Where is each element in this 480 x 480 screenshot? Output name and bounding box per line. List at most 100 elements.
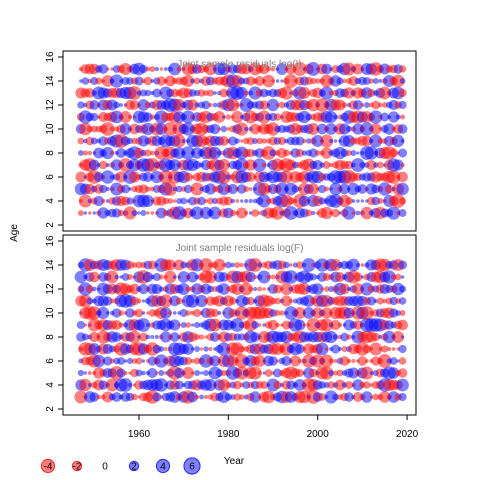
residual-bubble (133, 147, 145, 159)
residual-bubble (207, 285, 214, 293)
residual-bubble (333, 358, 338, 364)
residual-bubble (142, 171, 153, 183)
residual-bubble (151, 283, 162, 295)
residual-bubble (389, 308, 399, 318)
residual-bubble (74, 270, 88, 284)
residual-bubble (105, 163, 110, 167)
residual-bubble (233, 393, 242, 401)
residual-bubble (398, 100, 407, 110)
residual-bubble (181, 110, 195, 124)
residual-bubble (199, 394, 204, 400)
residual-bubble (149, 66, 156, 72)
residual-bubble (320, 206, 333, 220)
legend-bubble (71, 460, 83, 472)
residual-bubble (339, 283, 350, 295)
residual-bubble (330, 319, 341, 331)
residual-bubble (77, 210, 84, 216)
y-tick-label: 14 (45, 259, 56, 271)
residual-bubble (377, 354, 392, 368)
residual-bubble (95, 77, 103, 85)
residual-bubble (314, 150, 321, 156)
residual-bubble (398, 357, 407, 365)
residual-bubble (109, 358, 115, 364)
residual-bubble (342, 78, 347, 84)
residual-bubble (119, 123, 132, 135)
residual-bubble (101, 75, 114, 87)
residual-bubble (97, 306, 110, 320)
residual-bubble (362, 77, 371, 85)
residual-bubble (322, 273, 331, 281)
residual-bubble (92, 354, 106, 368)
residual-bubble (253, 286, 258, 292)
residual-bubble (346, 358, 352, 364)
residual-bubble (260, 381, 269, 389)
residual-bubble (320, 134, 334, 148)
residual-bubble (202, 369, 210, 377)
residual-bubble (340, 149, 349, 157)
residual-bubble (372, 393, 380, 401)
residual-bubble (352, 63, 364, 75)
residual-bubble (284, 306, 298, 320)
residual-bubble (137, 211, 141, 215)
residual-bubble (295, 148, 304, 158)
residual-bubble (78, 194, 92, 208)
residual-bubble (134, 76, 144, 86)
residual-bubble (222, 115, 226, 119)
residual-bubble (150, 335, 155, 339)
residual-bubble (145, 334, 151, 340)
residual-bubble (292, 62, 307, 76)
residual-bubble (203, 346, 209, 352)
residual-bubble (190, 323, 195, 327)
residual-bubble (98, 64, 109, 74)
residual-bubble (183, 172, 193, 182)
residual-bubble (92, 211, 96, 215)
residual-bubble (163, 182, 178, 196)
residual-bubble (162, 197, 170, 205)
residual-bubble (360, 122, 374, 136)
residual-bubble (399, 285, 407, 293)
residual-bubble (266, 274, 271, 280)
residual-bubble (128, 187, 132, 191)
residual-bubble (338, 123, 351, 135)
residual-bubble (244, 198, 249, 204)
residual-bubble (101, 198, 106, 204)
residual-bubble (367, 88, 376, 98)
residual-bubble (118, 378, 133, 392)
residual-bubble (145, 66, 151, 72)
residual-bubble (243, 186, 250, 192)
residual-bubble (216, 170, 231, 184)
residual-bubble (208, 102, 213, 108)
residual-bubble (105, 186, 110, 192)
residual-bubble (163, 347, 168, 351)
y-tick-label: 16 (45, 51, 56, 63)
residual-bubble (126, 357, 134, 365)
residual-bubble (218, 272, 229, 282)
residual-bubble (377, 198, 384, 204)
residual-bubble (97, 207, 109, 219)
residual-bubble (149, 114, 155, 120)
residual-bubble (273, 380, 282, 390)
residual-bubble (89, 392, 100, 402)
residual-bubble (243, 90, 249, 96)
residual-bubble (182, 343, 194, 355)
residual-bubble (190, 206, 204, 220)
residual-bubble (87, 370, 92, 376)
residual-bubble (75, 171, 87, 183)
residual-bubble (209, 123, 221, 135)
residual-bubble (320, 354, 334, 368)
residual-bubble (364, 146, 379, 160)
residual-bubble (168, 62, 182, 76)
residual-bubble (319, 366, 334, 380)
residual-bubble (257, 286, 263, 292)
residual-bubble (377, 102, 383, 108)
y-tick-label: 10 (45, 307, 56, 319)
residual-bubble (355, 210, 361, 216)
residual-bubble (301, 138, 307, 144)
residual-bubble (212, 91, 217, 95)
residual-bubble (266, 98, 280, 112)
residual-bubble (337, 322, 343, 328)
residual-bubble (174, 380, 184, 390)
residual-bubble (283, 261, 290, 269)
residual-bubble (306, 62, 321, 76)
residual-bubble (207, 262, 214, 268)
